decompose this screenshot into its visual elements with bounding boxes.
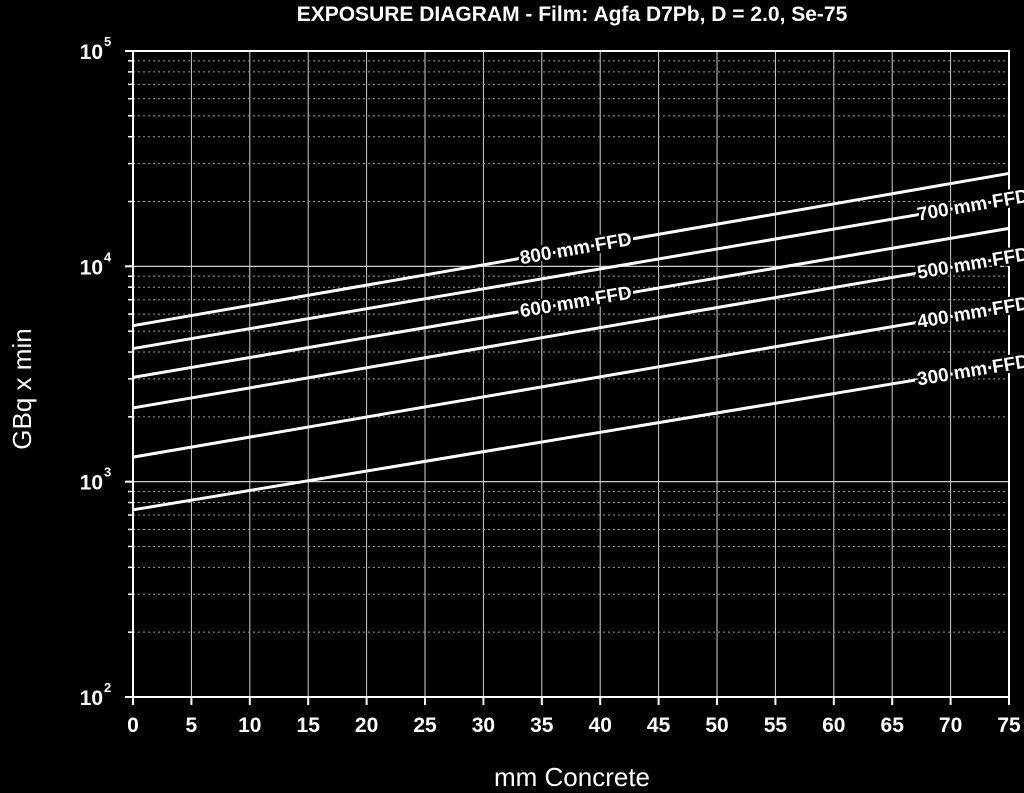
x-tick-label: 5: [186, 714, 198, 737]
x-axis-title: mm Concrete: [494, 762, 650, 792]
x-tick-label: 65: [881, 714, 905, 737]
x-tick-label: 30: [472, 714, 495, 737]
x-tick-label: 35: [530, 714, 554, 737]
x-tick-label: 15: [297, 714, 321, 737]
y-tick-base: 10: [80, 41, 103, 64]
series-line: [132, 197, 1010, 351]
chart-title: EXPOSURE DIAGRAM - Film: Agfa D7Pb, D = …: [297, 3, 848, 26]
grid-lines: [132, 50, 1010, 698]
x-tick-label: 20: [355, 714, 378, 737]
x-tick-label: 55: [764, 714, 788, 737]
series-line: [132, 171, 1010, 328]
series-line: [132, 305, 1010, 459]
x-tick-label: 50: [705, 714, 728, 737]
y-axis-title: GBq x min: [7, 328, 37, 449]
y-tick-label: 10 2: [80, 680, 112, 710]
y-tick-label: 10 3: [80, 465, 112, 495]
y-tick-label: 10 5: [80, 34, 112, 64]
x-tick-label: 45: [647, 714, 671, 737]
y-tick-base: 10: [80, 256, 103, 279]
y-tick-base: 10: [80, 472, 103, 495]
x-tick-label: 40: [589, 714, 612, 737]
x-tick-label: 60: [822, 714, 845, 737]
series-line: [132, 255, 1010, 410]
x-tick-label: 10: [238, 714, 261, 737]
y-tick-exponent: 5: [104, 34, 111, 49]
y-tick-label: 10 4: [80, 249, 112, 279]
x-tick-label: 0: [127, 714, 139, 737]
y-tick-exponent: 3: [104, 465, 111, 480]
series-layer: [132, 171, 1010, 512]
y-tick-exponent: 2: [104, 680, 111, 695]
series-line: [132, 363, 1010, 512]
series-line: [132, 226, 1010, 379]
x-tick-label: 25: [413, 714, 437, 737]
y-tick-exponent: 4: [104, 249, 112, 264]
x-tick-label: 75: [997, 714, 1021, 737]
plot-area-frame: [132, 50, 1010, 698]
x-tick-label: 70: [939, 714, 962, 737]
y-tick-base: 10: [80, 687, 103, 710]
